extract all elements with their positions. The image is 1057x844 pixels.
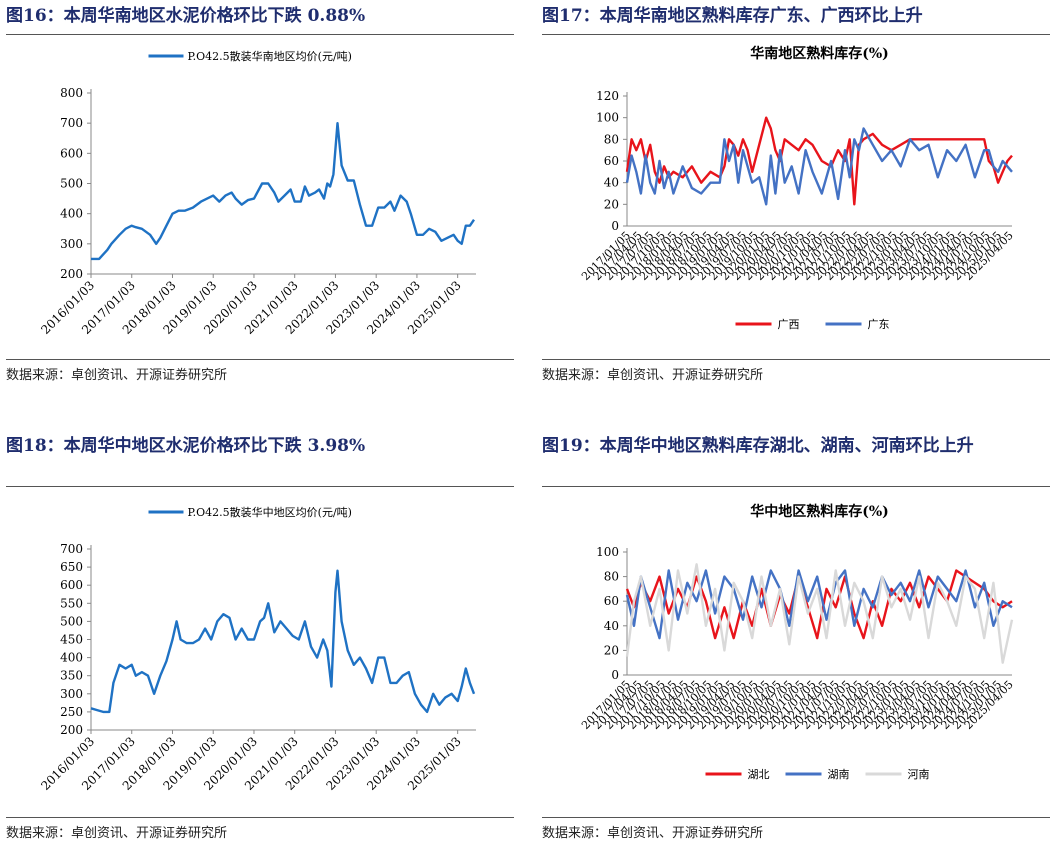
source-rule (542, 359, 1050, 360)
source-rule (6, 359, 514, 360)
series-line-1 (625, 127, 1013, 206)
panel-fig16: 图16：本周华南地区水泥价格环比下跌 0.88% 200 300 400 500 600… (6, 0, 516, 390)
chart-title: 华南地区熟料库存(%) (750, 45, 889, 62)
chart-southchina-inventory: 华南地区熟料库存(%)0204060801001202017/01/052017… (579, 45, 1016, 331)
y-tick-label: 600 (60, 146, 83, 160)
legend-label: P.O42.5散装华南地区均价(元/吨) (188, 49, 352, 63)
chart-centralchina-price: 2002503003504004505005506006507002016/01… (38, 505, 476, 793)
y-tick-label: 600 (60, 578, 83, 592)
y-tick-label: 100 (596, 111, 619, 125)
y-tick-label: 200 (60, 723, 83, 737)
y-tick-label: 450 (60, 633, 83, 647)
figure-title: 图16：本周华南地区水泥价格环比下跌 0.88% (6, 6, 366, 26)
figure-title: 图19：本周华中地区熟料库存湖北、湖南、河南环比上升 (542, 436, 974, 456)
legend-label: P.O42.5散装华中地区均价(元/吨) (188, 505, 352, 519)
legend-label: 河南 (908, 768, 930, 781)
source-note: 数据来源：卓创资讯、开源证券研究所 (542, 826, 764, 841)
y-tick-label: 20 (604, 197, 619, 211)
source-note: 数据来源：卓创资讯、开源证券研究所 (6, 368, 228, 383)
y-tick-label: 500 (60, 177, 83, 191)
y-tick-label: 400 (60, 651, 83, 665)
title-rule (542, 486, 1050, 487)
y-tick-label: 0 (611, 219, 619, 233)
series-line-2 (625, 563, 1014, 664)
chart-southchina-price: 2003004005006007008002016/01/032017/01/0… (38, 49, 476, 337)
series-line-0 (90, 569, 476, 714)
panel-fig19: 图19：本周华中地区熟料库存湖北、湖南、河南环比上升 华中地区熟料库存(%) 0 2… (542, 432, 1052, 842)
y-tick-label: 20 (604, 643, 619, 657)
y-tick-label: 60 (604, 154, 619, 168)
y-tick-label: 400 (60, 207, 83, 221)
title-rule (542, 34, 1050, 35)
y-tick-label: 0 (611, 668, 619, 682)
y-tick-label: 40 (604, 619, 619, 633)
y-tick-label: 700 (60, 116, 83, 130)
chart-title: 华中地区熟料库存(%) (750, 503, 889, 520)
y-tick-label: 200 (60, 267, 83, 281)
series-line-0 (625, 116, 1013, 206)
series-line-0 (91, 122, 475, 261)
y-tick-label: 350 (60, 669, 83, 683)
y-tick-label: 60 (604, 594, 619, 608)
y-tick-label: 700 (60, 542, 83, 556)
legend-label: 湖北 (748, 768, 770, 781)
source-note: 数据来源：卓创资讯、开源证券研究所 (6, 826, 228, 841)
source-rule (6, 817, 514, 818)
y-tick-label: 650 (60, 560, 83, 574)
y-tick-label: 100 (596, 545, 619, 559)
figure-title: 图17：本周华南地区熟料库存广东、广西环比上升 (542, 6, 923, 26)
legend-label: 广东 (868, 318, 890, 331)
panel-fig18: 图18：本周华中地区水泥价格环比下跌 3.98% 200 250 300 350 400… (6, 432, 516, 842)
y-tick-label: 80 (604, 570, 619, 584)
y-tick-label: 550 (60, 596, 83, 610)
chart-centralchina-inventory: 华中地区熟料库存(%)0204060801002017/01/052017/04… (579, 503, 1016, 781)
y-tick-label: 500 (60, 614, 83, 628)
legend-label: 湖南 (828, 768, 850, 781)
series-line-1 (625, 569, 1013, 640)
legend-label: 广西 (778, 318, 800, 331)
title-rule (6, 34, 514, 35)
y-tick-label: 120 (596, 89, 619, 103)
panel-fig17: 图17：本周华南地区熟料库存广东、广西环比上升 华南地区熟料库存(%) 0 20 40… (542, 0, 1052, 390)
y-tick-label: 40 (604, 176, 619, 190)
title-rule (6, 486, 514, 487)
y-tick-label: 250 (60, 705, 83, 719)
source-note: 数据来源：卓创资讯、开源证券研究所 (542, 368, 764, 383)
figure-title: 图18：本周华中地区水泥价格环比下跌 3.98% (6, 436, 366, 456)
y-tick-label: 80 (604, 132, 619, 146)
source-rule (542, 817, 1050, 818)
y-tick-label: 800 (60, 86, 83, 100)
y-tick-label: 300 (60, 687, 83, 701)
y-tick-label: 300 (60, 237, 83, 251)
